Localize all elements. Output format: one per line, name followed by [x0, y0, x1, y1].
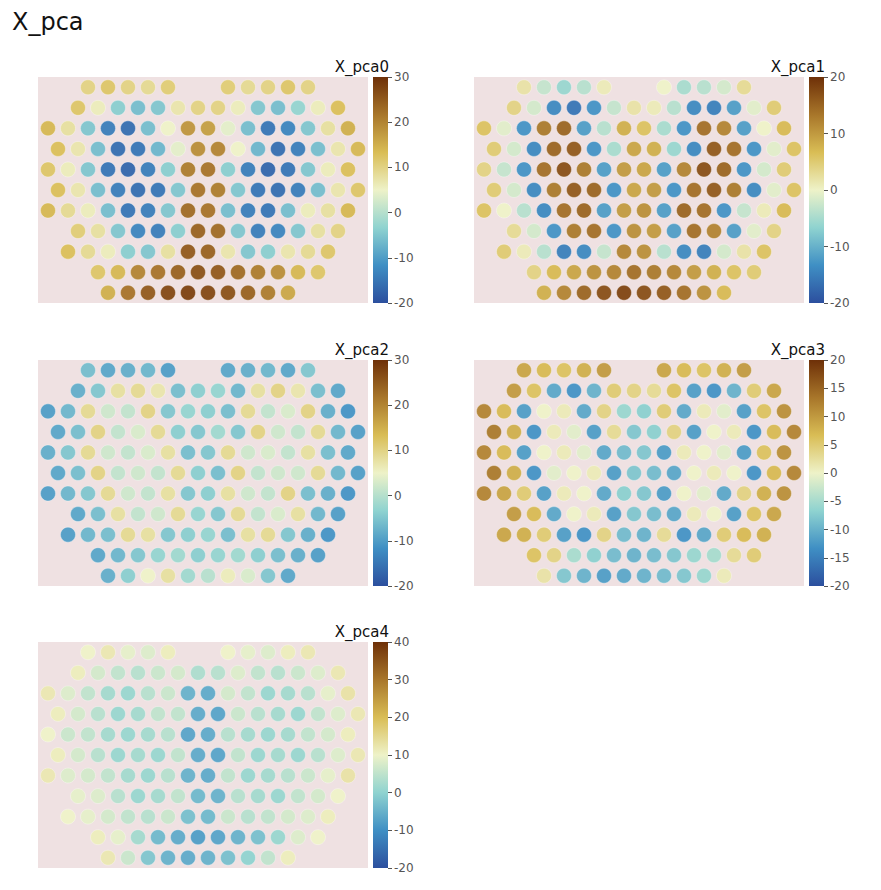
svg-text:-15: -15: [830, 551, 850, 565]
svg-text:-10: -10: [394, 823, 414, 837]
svg-text:X_pca4: X_pca4: [335, 623, 389, 642]
svg-text:X_pca2: X_pca2: [335, 341, 389, 360]
svg-text:20: 20: [394, 398, 409, 412]
svg-text:-20: -20: [394, 579, 414, 593]
svg-text:-10: -10: [394, 534, 414, 548]
svg-text:0: 0: [830, 183, 838, 197]
svg-text:X_pca0: X_pca0: [335, 58, 389, 77]
svg-text:-20: -20: [394, 296, 414, 310]
svg-text:0: 0: [830, 466, 838, 480]
svg-text:5: 5: [830, 438, 838, 452]
svg-text:20: 20: [394, 710, 409, 724]
svg-text:-5: -5: [830, 494, 842, 508]
svg-text:X_pca: X_pca: [12, 8, 84, 36]
svg-text:30: 30: [394, 70, 409, 84]
svg-text:-10: -10: [394, 251, 414, 265]
svg-text:X_pca1: X_pca1: [771, 58, 825, 77]
svg-text:20: 20: [830, 70, 845, 84]
svg-text:X_pca3: X_pca3: [771, 341, 825, 360]
svg-text:0: 0: [394, 786, 402, 800]
svg-text:10: 10: [830, 410, 845, 424]
svg-text:-20: -20: [394, 861, 414, 875]
svg-text:0: 0: [394, 489, 402, 503]
svg-text:10: 10: [394, 160, 409, 174]
svg-text:20: 20: [830, 353, 845, 367]
svg-text:10: 10: [394, 443, 409, 457]
svg-text:40: 40: [394, 635, 409, 649]
svg-text:30: 30: [394, 353, 409, 367]
svg-text:20: 20: [394, 115, 409, 129]
svg-text:-20: -20: [830, 579, 850, 593]
svg-text:-10: -10: [830, 240, 850, 254]
svg-text:10: 10: [394, 748, 409, 762]
svg-text:0: 0: [394, 206, 402, 220]
svg-text:-20: -20: [830, 296, 850, 310]
svg-text:-10: -10: [830, 523, 850, 537]
svg-text:15: 15: [830, 381, 845, 395]
svg-text:30: 30: [394, 673, 409, 687]
svg-text:10: 10: [830, 127, 845, 141]
